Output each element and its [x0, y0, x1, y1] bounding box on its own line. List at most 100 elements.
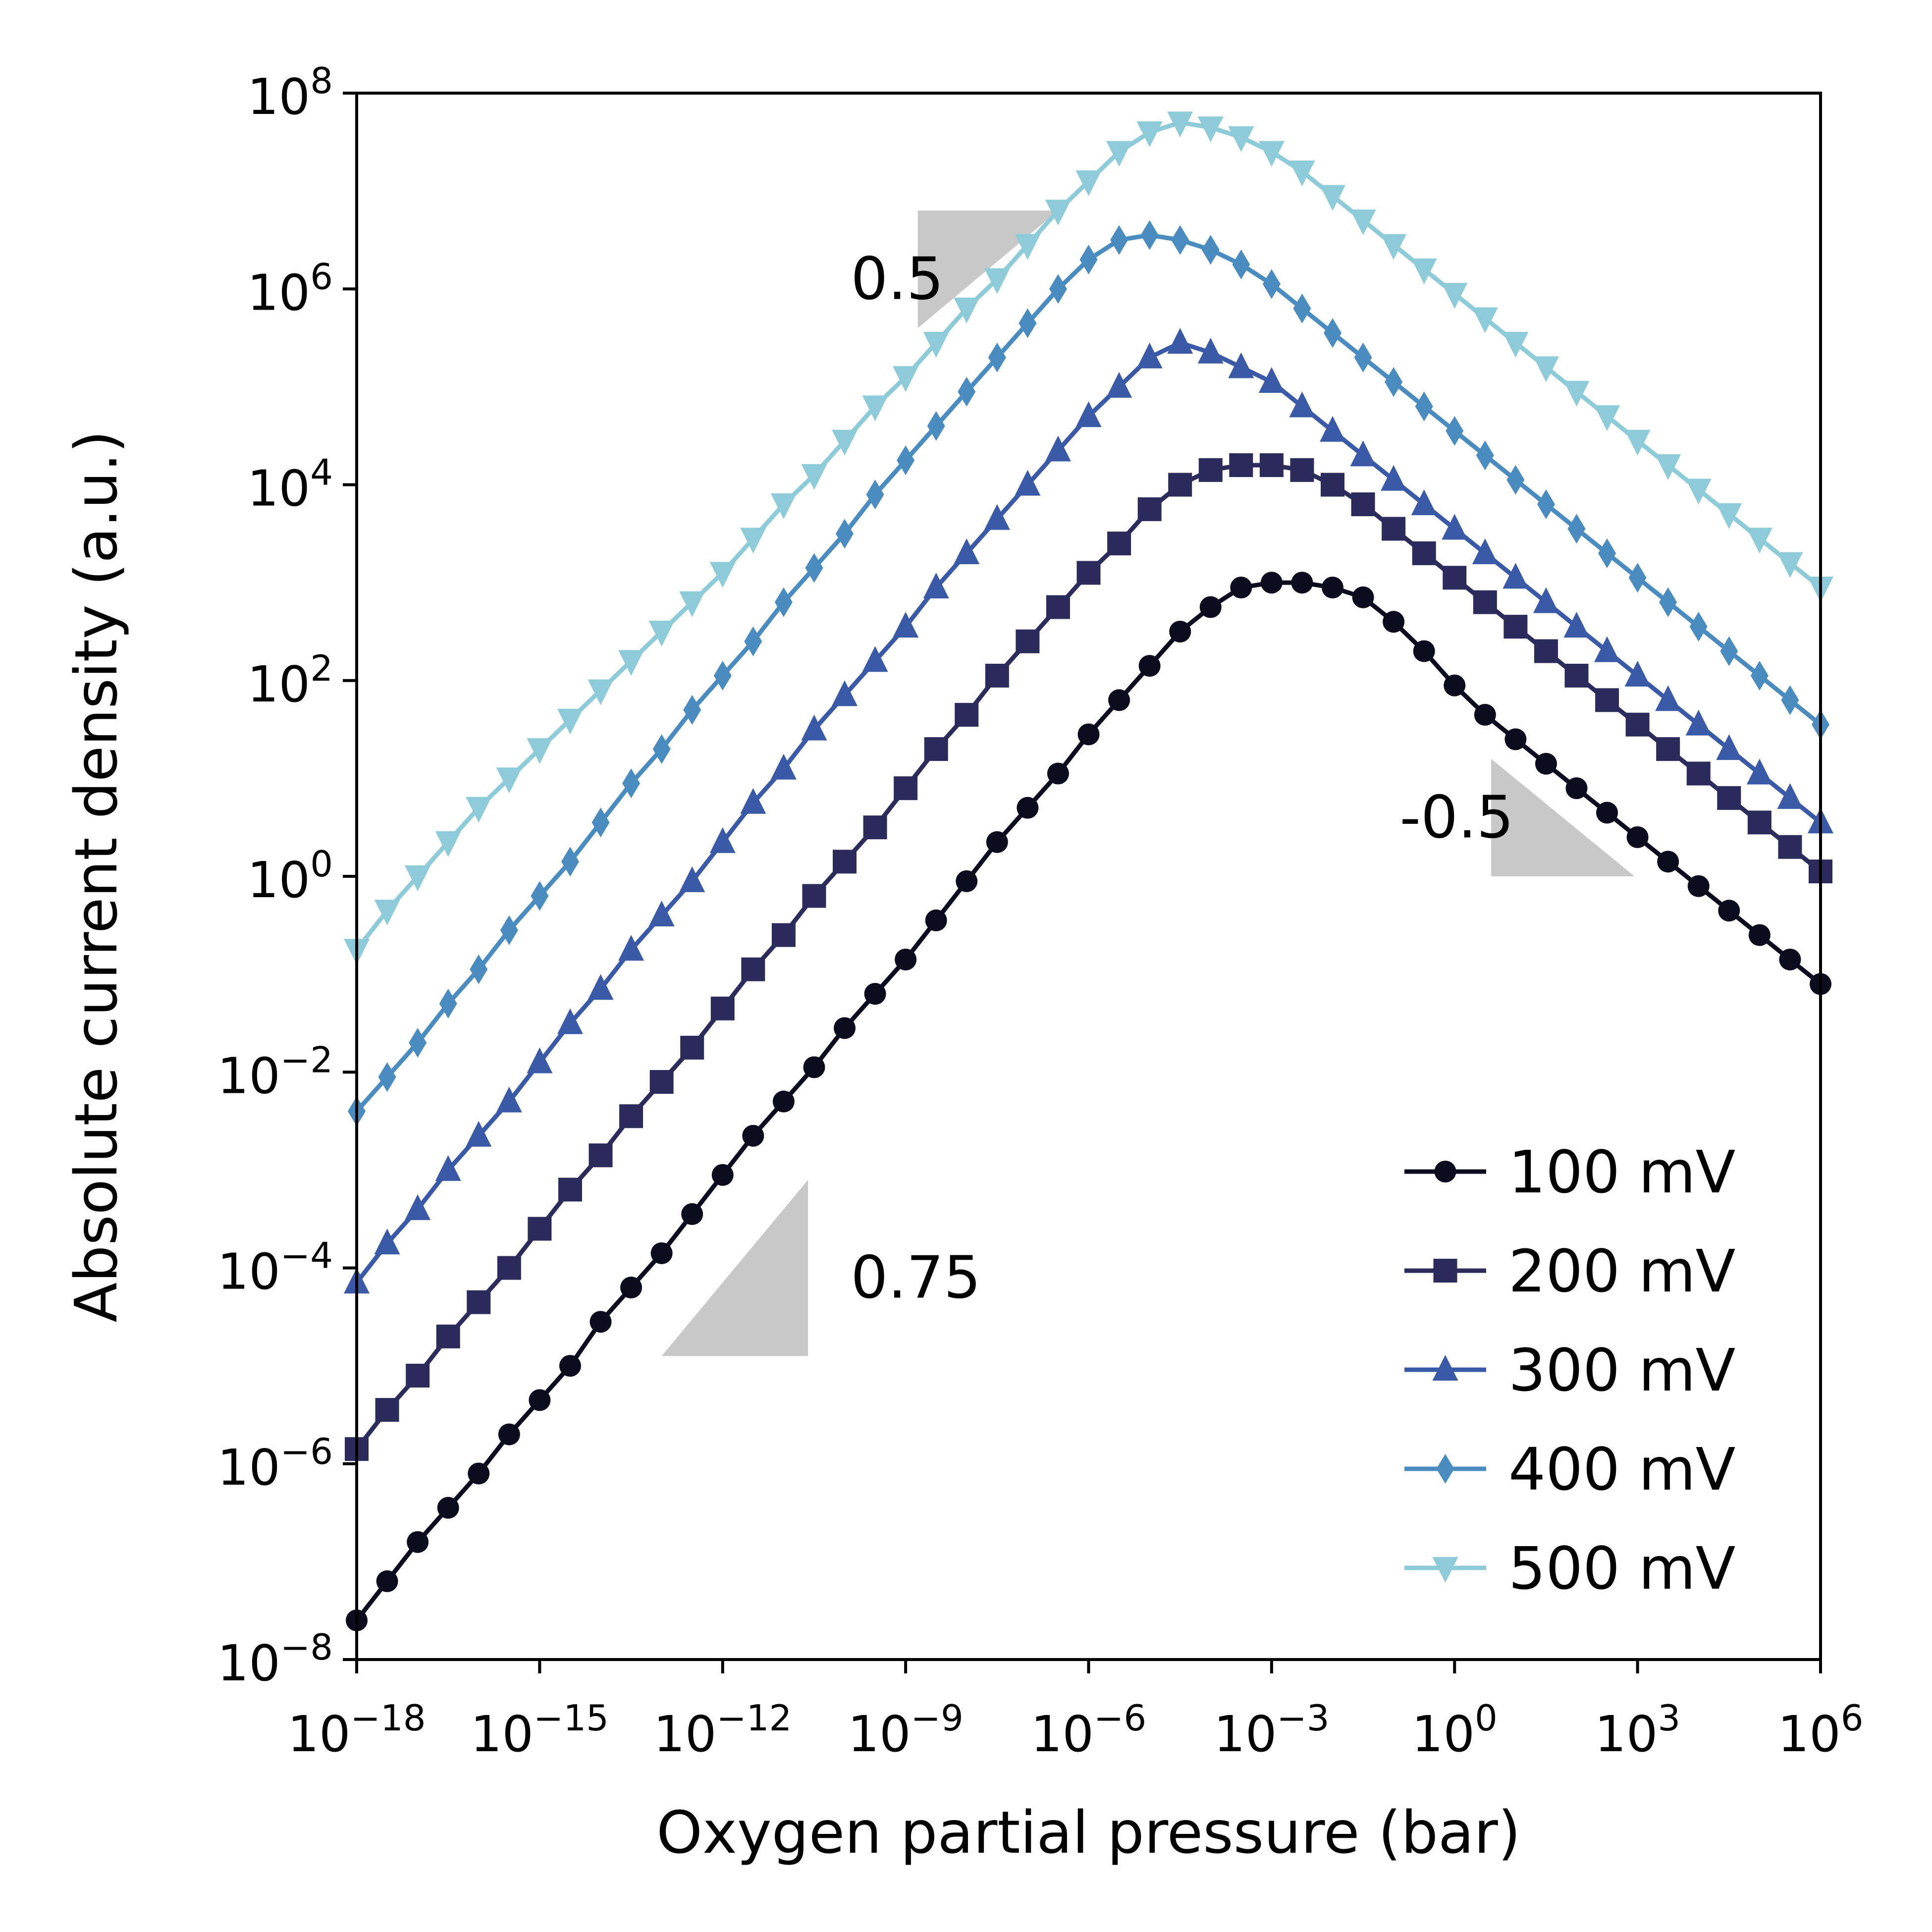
- data-point: [1503, 563, 1529, 589]
- legend-label: 400 mV: [1508, 1435, 1735, 1503]
- data-point: [409, 1027, 427, 1058]
- series-100-mv: [346, 572, 1831, 1631]
- data-point: [770, 753, 797, 780]
- data-point: [1259, 453, 1284, 477]
- data-point: [836, 519, 854, 549]
- data-point: [589, 1143, 613, 1168]
- legend: 100 mV 200 mV 300 mV 400 mV 500 mV: [1404, 1138, 1735, 1603]
- data-point: [740, 528, 766, 554]
- data-point: [1320, 416, 1345, 442]
- data-point: [1260, 572, 1283, 594]
- data-point: [588, 974, 614, 1000]
- data-point: [1108, 689, 1130, 711]
- data-point: [527, 738, 553, 764]
- data-point: [1506, 465, 1525, 495]
- data-point: [1015, 234, 1041, 260]
- data-point: [1106, 141, 1132, 167]
- data-point: [923, 331, 949, 358]
- data-point: [1717, 786, 1741, 810]
- data-point: [866, 480, 884, 510]
- series-200-mv: [345, 453, 1832, 1461]
- data-point: [470, 954, 488, 984]
- legend-item-300-mv: 300 mV: [1404, 1336, 1735, 1404]
- y-tick-label: 108: [247, 60, 333, 126]
- legend-label: 200 mV: [1508, 1237, 1735, 1305]
- data-point: [1354, 342, 1372, 373]
- data-point: [954, 297, 980, 323]
- data-point: [1352, 586, 1374, 608]
- data-point: [1079, 244, 1098, 274]
- data-point: [527, 1047, 553, 1073]
- data-point: [1381, 234, 1407, 260]
- data-point: [439, 988, 457, 1019]
- data-point: [407, 1531, 429, 1553]
- legend-marker: [1432, 1557, 1458, 1583]
- data-point: [652, 734, 671, 764]
- data-point: [1199, 596, 1222, 618]
- data-point: [406, 1363, 430, 1388]
- data-point: [1565, 777, 1588, 800]
- data-point: [1655, 454, 1681, 480]
- legend-label: 100 mV: [1508, 1138, 1735, 1206]
- slope-label-1: 0.5: [851, 244, 944, 313]
- data-point: [1110, 225, 1128, 255]
- legend-marker: [1432, 1355, 1458, 1381]
- x-axis-label: Oxygen partial pressure (bar): [656, 1798, 1521, 1867]
- data-point: [1324, 318, 1342, 348]
- data-point: [618, 935, 644, 961]
- data-point: [1624, 429, 1651, 456]
- data-point: [1716, 734, 1742, 760]
- y-tick-label: 10−6: [217, 1431, 333, 1497]
- data-point: [1289, 391, 1315, 418]
- slope-triangle-3: [661, 1180, 808, 1356]
- data-point: [1045, 200, 1071, 226]
- data-point: [1689, 612, 1708, 642]
- data-point: [862, 395, 888, 422]
- data-point: [1720, 636, 1738, 666]
- x-tick-label: 10−12: [653, 1697, 792, 1763]
- legend-item-500-mv: 500 mV: [1404, 1534, 1735, 1603]
- data-point: [833, 850, 857, 874]
- data-point: [435, 1155, 461, 1181]
- data-point: [709, 827, 736, 853]
- data-point: [374, 900, 400, 926]
- data-point: [405, 1194, 431, 1220]
- data-point: [1778, 835, 1802, 859]
- data-point: [1171, 225, 1189, 255]
- data-point: [1446, 416, 1464, 446]
- data-point: [1655, 685, 1681, 711]
- data-point: [500, 915, 518, 945]
- data-point: [1626, 826, 1649, 848]
- data-point: [1075, 170, 1102, 196]
- data-point: [1291, 572, 1313, 594]
- data-point: [741, 957, 765, 981]
- x-tick-label: 100: [1412, 1697, 1498, 1763]
- data-point: [1533, 587, 1559, 613]
- data-point: [1076, 561, 1101, 585]
- x-tick-label: 103: [1595, 1697, 1680, 1763]
- data-point: [1019, 308, 1037, 338]
- y-tick-label: 100: [247, 843, 333, 909]
- data-point: [588, 679, 614, 705]
- data-point: [1350, 440, 1376, 467]
- data-point: [1716, 503, 1742, 529]
- data-point: [648, 901, 675, 927]
- data-point: [468, 1462, 490, 1485]
- data-point: [1779, 948, 1801, 970]
- data-point: [1503, 331, 1529, 358]
- data-point: [1136, 121, 1163, 148]
- data-point: [1228, 126, 1254, 152]
- data-point: [437, 1497, 459, 1519]
- data-point: [1293, 293, 1311, 323]
- data-point: [1383, 611, 1405, 633]
- data-point: [772, 1090, 795, 1113]
- data-point: [1016, 629, 1040, 653]
- data-point: [1047, 762, 1069, 785]
- data-point: [1412, 541, 1436, 565]
- data-point: [1504, 728, 1527, 751]
- data-point: [679, 866, 705, 892]
- data-point: [1381, 465, 1407, 491]
- data-point: [985, 663, 1009, 688]
- data-point: [1656, 737, 1680, 761]
